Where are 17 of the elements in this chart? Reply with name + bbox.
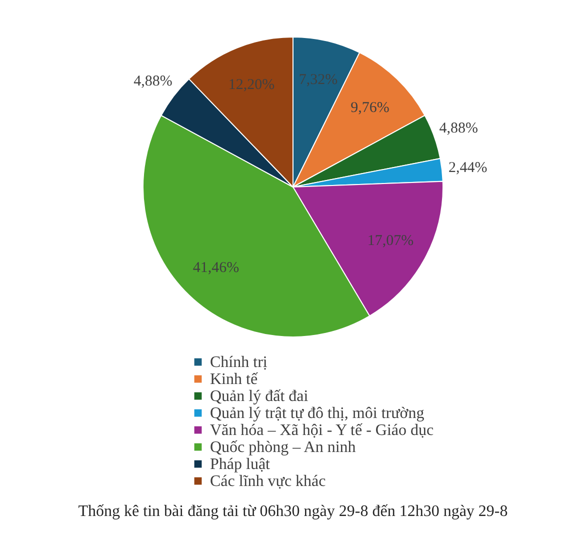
legend-label: Pháp luật bbox=[210, 456, 271, 473]
data-label: 17,07% bbox=[367, 233, 414, 250]
legend-label: Các lĩnh vực khác bbox=[210, 473, 326, 490]
legend-label: Kinh tế bbox=[210, 371, 258, 388]
data-label: 41,46% bbox=[192, 260, 240, 276]
data-label: 4,88% bbox=[439, 120, 478, 137]
legend-label: Quốc phòng – An ninh bbox=[210, 439, 356, 456]
legend-label: Văn hóa – Xã hội - Y tế - Giáo dục bbox=[210, 422, 434, 439]
data-label: 9,76% bbox=[350, 100, 390, 116]
text: Thống kê tin bài đăng tải từ 06h30 ngày 29-8 đến 12h30 ngày 29-8 bbox=[78, 503, 508, 520]
data-label: 12,20% bbox=[228, 77, 275, 94]
data-label: 7,32% bbox=[298, 72, 338, 88]
data-label: 4,88% bbox=[134, 73, 172, 90]
data-label: 2,44% bbox=[448, 160, 488, 176]
legend-label: Chính trị bbox=[210, 354, 268, 371]
legend-label: Quản lý đất đai bbox=[210, 388, 309, 405]
legend-label: Quản lý trật tự đô thị, môi trường bbox=[210, 405, 424, 422]
